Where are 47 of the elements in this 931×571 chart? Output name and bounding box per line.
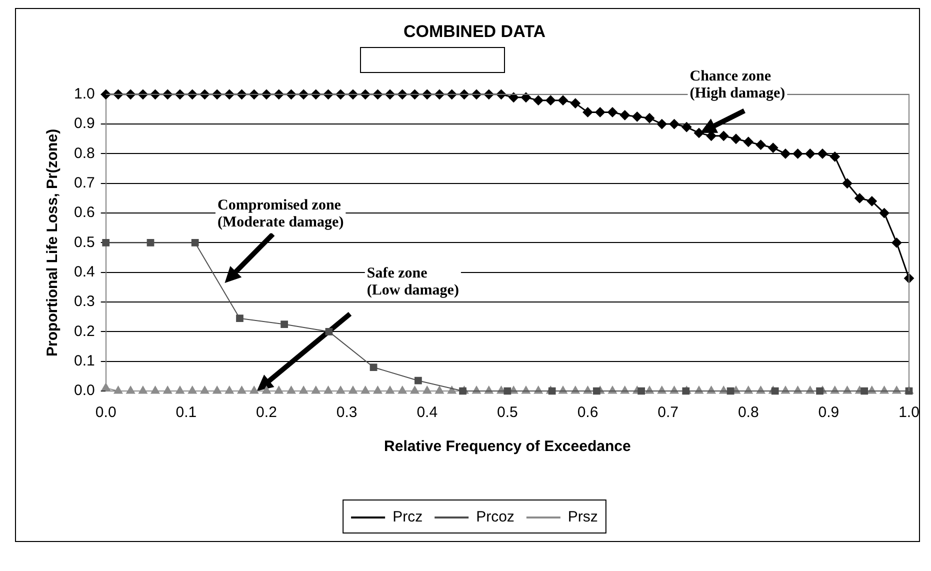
annotation: Safe zone (Low damage) bbox=[366, 266, 459, 299]
point bbox=[370, 364, 378, 371]
x-tick-label: 0.4 bbox=[416, 404, 438, 422]
x-tick-label: 0.7 bbox=[658, 404, 678, 422]
y-tick-label: 0.0 bbox=[74, 382, 95, 400]
point bbox=[325, 328, 333, 336]
point bbox=[146, 239, 154, 246]
x-tick-label: 1.0 bbox=[898, 404, 920, 422]
point bbox=[236, 314, 244, 322]
point bbox=[638, 387, 645, 395]
y-tick-label: 0.2 bbox=[74, 322, 95, 340]
x-tick-label: 0.1 bbox=[176, 404, 197, 422]
point bbox=[280, 320, 288, 328]
y-tick-label: 0.8 bbox=[74, 144, 95, 162]
legend-label: Prcoz bbox=[476, 508, 514, 526]
annotation: Chance zone (High damage) bbox=[690, 68, 786, 102]
x-tick-label: 0.2 bbox=[256, 404, 277, 422]
point bbox=[860, 387, 868, 395]
point bbox=[816, 387, 824, 395]
x-tick-label: 0.8 bbox=[738, 404, 759, 422]
x-tick-label: 0.5 bbox=[496, 404, 518, 422]
y-tick-label: 0.9 bbox=[74, 115, 95, 132]
y-tick-label: 0.3 bbox=[74, 293, 95, 310]
point bbox=[592, 387, 600, 395]
x-tick-label: 0.0 bbox=[95, 404, 116, 422]
chart-title: COMBINED DATA bbox=[404, 22, 546, 41]
y-tick-label: 1.0 bbox=[74, 86, 95, 103]
point bbox=[771, 387, 779, 395]
point bbox=[459, 387, 466, 395]
legend-label: Prcz bbox=[392, 508, 423, 526]
point bbox=[414, 376, 422, 384]
y-tick-label: 0.7 bbox=[74, 174, 95, 192]
y-tick-label: 0.6 bbox=[74, 204, 95, 222]
y-tick-label: 0.5 bbox=[74, 234, 95, 251]
legend-label: Prsz bbox=[568, 508, 598, 526]
x-tick-label: 0.9 bbox=[818, 404, 840, 422]
y-tick-label: 0.1 bbox=[74, 352, 95, 370]
point bbox=[726, 387, 734, 395]
point bbox=[191, 239, 199, 246]
annotation: Compromised zone (Moderate damage) bbox=[217, 198, 344, 231]
x-axis-title: Relative Frequency of Exceedance bbox=[384, 438, 631, 456]
x-tick-label: 0.3 bbox=[336, 404, 358, 422]
x-tick-label: 0.6 bbox=[577, 404, 598, 422]
y-tick-label: 0.4 bbox=[74, 264, 95, 280]
point bbox=[504, 387, 512, 395]
y-axis-title: Proportional Life Loss, Pr(zone) bbox=[44, 128, 62, 356]
point bbox=[548, 387, 556, 395]
